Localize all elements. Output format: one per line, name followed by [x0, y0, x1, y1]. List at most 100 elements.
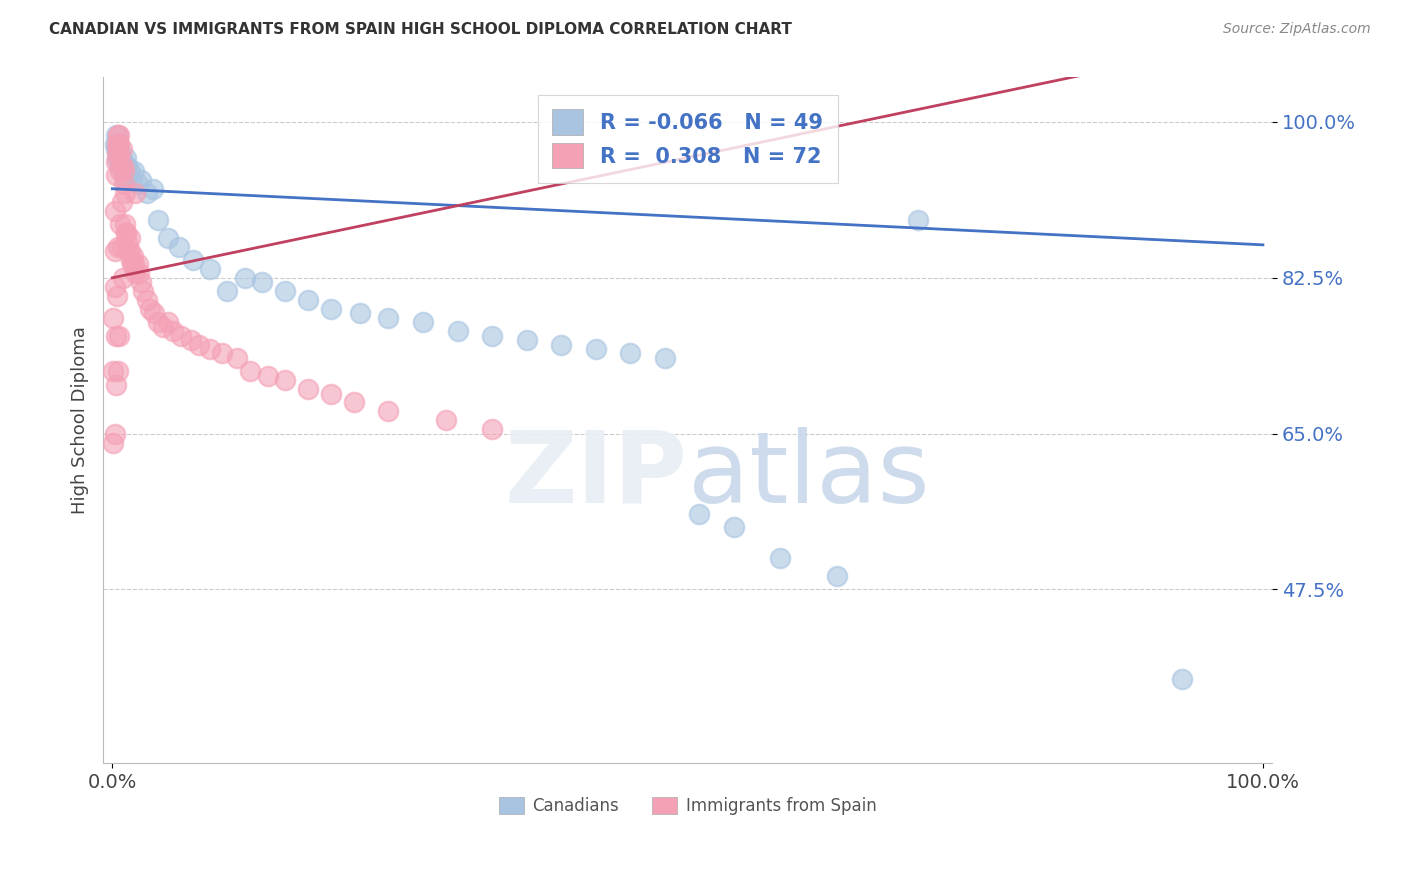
Point: [108, 128, 131, 143]
Point: [170, 328, 193, 343]
Point: [118, 244, 141, 258]
Point: [250, 275, 273, 289]
Point: [148, 315, 170, 329]
Point: [127, 257, 149, 271]
Text: CANADIAN VS IMMIGRANTS FROM SPAIN HIGH SCHOOL DIPLOMA CORRELATION CHART: CANADIAN VS IMMIGRANTS FROM SPAIN HIGH S…: [49, 22, 792, 37]
Point: [107, 137, 129, 152]
Point: [377, 310, 399, 325]
Point: [124, 266, 146, 280]
Point: [180, 333, 202, 347]
Point: [114, 186, 136, 201]
Point: [319, 301, 342, 316]
Point: [114, 218, 136, 232]
Point: [688, 507, 710, 521]
Point: [121, 257, 143, 271]
Point: [122, 248, 145, 262]
Point: [118, 231, 141, 245]
Point: [187, 337, 209, 351]
Point: [122, 164, 145, 178]
Point: [217, 284, 239, 298]
Point: [115, 151, 138, 165]
Point: [225, 351, 247, 365]
Point: [107, 137, 129, 152]
Point: [104, 137, 127, 152]
Point: [723, 520, 745, 534]
Text: Source: ZipAtlas.com: Source: ZipAtlas.com: [1223, 22, 1371, 37]
Point: [129, 173, 152, 187]
Text: atlas: atlas: [688, 426, 929, 524]
Point: [274, 284, 297, 298]
Point: [111, 160, 134, 174]
Point: [654, 351, 676, 365]
Point: [377, 404, 399, 418]
Point: [122, 257, 145, 271]
Point: [110, 155, 132, 169]
Point: [104, 279, 127, 293]
Point: [167, 239, 190, 253]
Point: [156, 315, 179, 329]
Point: [105, 146, 128, 161]
Text: ZIP: ZIP: [505, 426, 688, 524]
Point: [349, 306, 371, 320]
Point: [198, 261, 221, 276]
Point: [107, 364, 129, 378]
Point: [117, 160, 139, 174]
Point: [105, 288, 128, 302]
Point: [481, 422, 503, 436]
Point: [112, 164, 135, 178]
Point: [104, 142, 127, 156]
Point: [108, 142, 131, 156]
Point: [103, 364, 125, 378]
Point: [412, 315, 434, 329]
Point: [515, 333, 537, 347]
Point: [108, 146, 131, 161]
Point: [274, 373, 297, 387]
Point: [110, 151, 132, 165]
Point: [162, 324, 184, 338]
Point: [105, 137, 128, 152]
Point: [481, 328, 503, 343]
Point: [110, 142, 132, 156]
Point: [104, 426, 127, 441]
Point: [104, 204, 127, 219]
Y-axis label: High School Diploma: High School Diploma: [72, 326, 89, 514]
Point: [128, 266, 150, 280]
Point: [297, 293, 319, 307]
Point: [103, 435, 125, 450]
Point: [103, 310, 125, 325]
Point: [256, 368, 278, 383]
Point: [104, 155, 127, 169]
Point: [1171, 672, 1194, 686]
Point: [156, 231, 179, 245]
Point: [114, 173, 136, 187]
Point: [111, 155, 134, 169]
Point: [233, 270, 256, 285]
Point: [108, 155, 131, 169]
Point: [112, 178, 135, 192]
Point: [907, 213, 929, 227]
Point: [115, 227, 138, 241]
Point: [129, 275, 152, 289]
Point: [107, 239, 129, 253]
Point: [104, 169, 127, 183]
Point: [108, 137, 131, 152]
Point: [139, 301, 162, 316]
Point: [135, 293, 157, 307]
Point: [550, 337, 572, 351]
Point: [107, 128, 129, 143]
Point: [121, 173, 143, 187]
Point: [120, 252, 142, 267]
Point: [107, 151, 129, 165]
Point: [104, 128, 127, 143]
Point: [585, 342, 607, 356]
Point: [142, 306, 165, 320]
Point: [211, 346, 233, 360]
Point: [181, 252, 204, 267]
Point: [110, 195, 132, 210]
Point: [619, 346, 641, 360]
Point: [117, 244, 139, 258]
Point: [142, 182, 165, 196]
Point: [132, 284, 155, 298]
Point: [319, 386, 342, 401]
Point: [104, 377, 127, 392]
